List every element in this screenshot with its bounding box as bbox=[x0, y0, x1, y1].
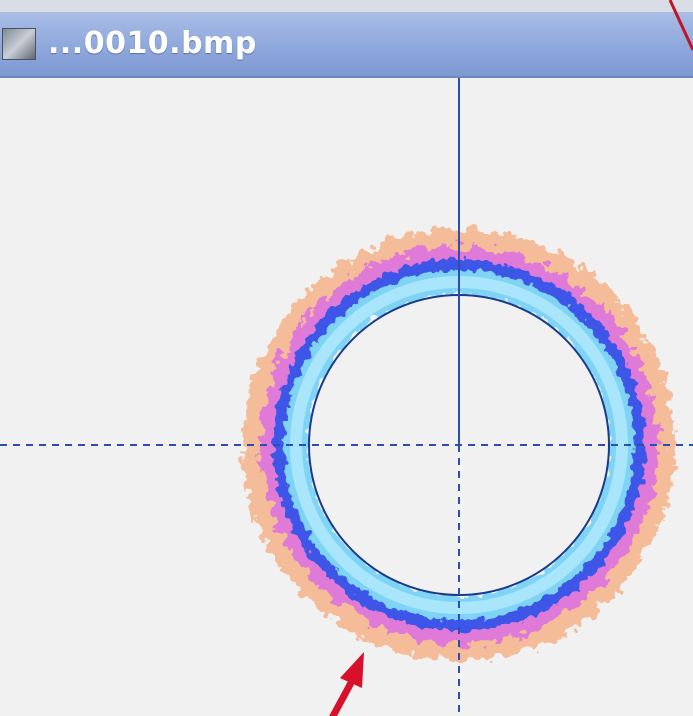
red-arrow bbox=[329, 652, 364, 716]
arrow-head bbox=[340, 652, 364, 688]
window-icon bbox=[2, 28, 36, 60]
corner-mark bbox=[668, 0, 693, 51]
top-strip bbox=[0, 0, 693, 12]
image-view bbox=[0, 78, 693, 716]
red-line bbox=[668, 0, 693, 51]
title-bar[interactable]: ...0010.bmp bbox=[0, 12, 693, 78]
arrow-shaft bbox=[329, 679, 356, 716]
window-title: ...0010.bmp bbox=[48, 26, 257, 61]
